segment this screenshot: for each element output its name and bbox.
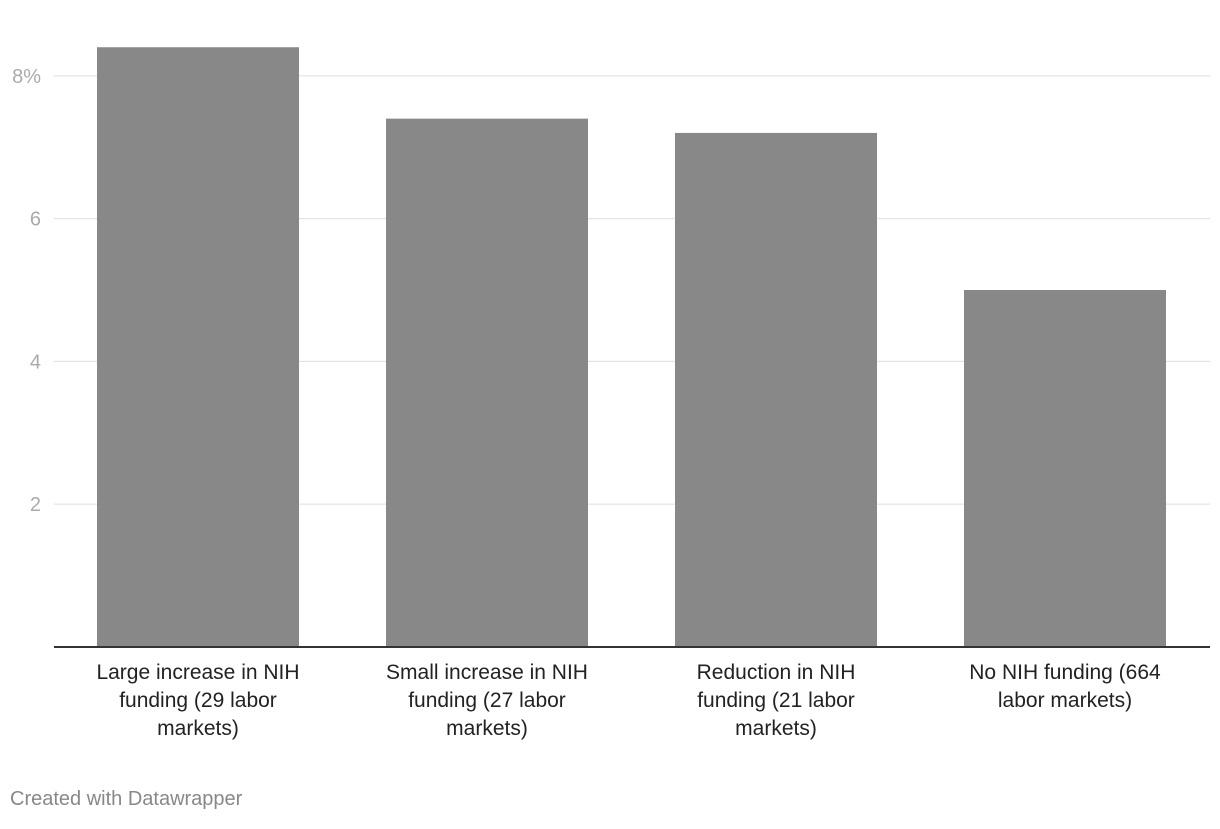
x-category-label: Small increase in NIH	[386, 661, 588, 684]
bar	[675, 132, 877, 648]
bars	[97, 47, 1166, 648]
x-category-label: No NIH funding (664	[969, 661, 1161, 684]
x-category-label: Reduction in NIH	[697, 661, 856, 684]
x-category-label: funding (27 labor	[408, 689, 566, 712]
bar	[97, 47, 299, 648]
x-category-label: markets)	[446, 717, 528, 740]
x-category-label: funding (29 labor	[119, 689, 277, 712]
x-category-label: Large increase in NIH	[96, 661, 299, 684]
y-tick-label: 4	[30, 351, 41, 373]
y-axis-ticks: 2 4 6 8%	[12, 66, 41, 516]
x-category-label: funding (21 labor	[697, 689, 855, 712]
y-tick-label: 8%	[12, 66, 41, 88]
bar	[386, 118, 588, 647]
y-tick-label: 6	[30, 209, 41, 231]
x-category-label: markets)	[735, 717, 817, 740]
x-axis-labels: Large increase in NIH funding (29 labor ma…	[96, 661, 1161, 740]
y-tick-label: 2	[30, 494, 41, 516]
datawrapper-credit: Created with Datawrapper	[10, 788, 243, 810]
x-category-label: labor markets)	[998, 689, 1132, 712]
bar	[964, 290, 1166, 647]
x-category-label: markets)	[157, 717, 239, 740]
